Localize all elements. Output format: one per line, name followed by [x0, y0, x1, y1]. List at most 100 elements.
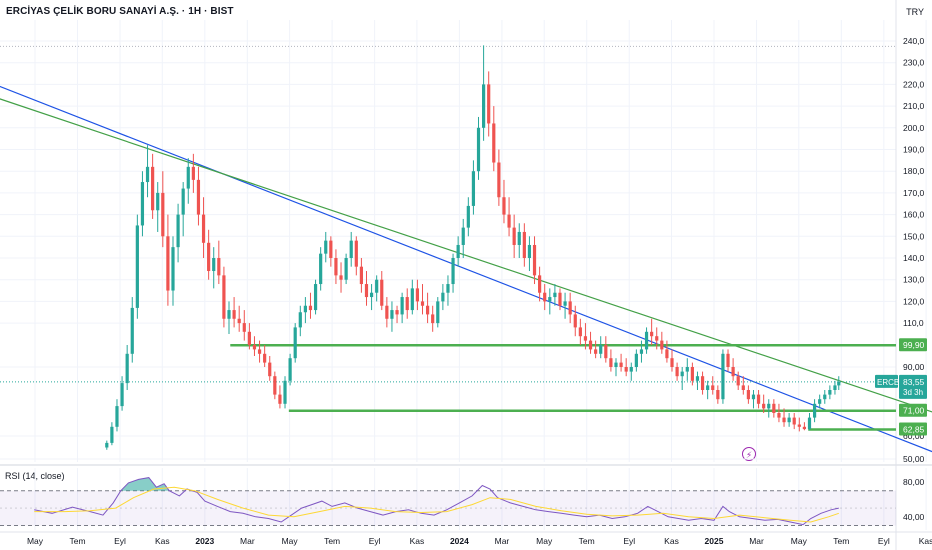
- countdown-text: 3d 3h: [903, 388, 923, 397]
- candle-body: [329, 240, 333, 258]
- lightning-icon[interactable]: ⚡: [742, 447, 756, 461]
- candle-body: [573, 314, 577, 328]
- y-tick-label: 170,0: [903, 188, 925, 198]
- x-tick-label: Mar: [240, 536, 255, 546]
- candle-body: [237, 318, 241, 324]
- candle-body: [344, 258, 348, 280]
- x-tick-label: 2023: [195, 536, 214, 546]
- x-tick-label: Eyl: [369, 536, 381, 546]
- candle-body: [242, 323, 246, 332]
- candle-body: [497, 162, 501, 198]
- candle-body: [751, 394, 756, 400]
- candle-body: [512, 227, 516, 245]
- symbol-label-text: ERCB: [877, 378, 899, 387]
- candle-body: [105, 442, 109, 448]
- candle-body: [420, 301, 425, 306]
- candle-body: [461, 227, 465, 245]
- support-lines[interactable]: [0, 343, 896, 431]
- price-label-box: [899, 338, 927, 352]
- candle-body: [334, 258, 338, 276]
- symbol-label-box: [875, 374, 898, 388]
- y-tick-label: 120,0: [903, 296, 925, 306]
- candle-body: [247, 331, 251, 345]
- y-tick-label: 110,0: [903, 318, 924, 328]
- candle-body: [624, 367, 628, 372]
- candle-body: [777, 413, 781, 418]
- candle-body: [731, 367, 735, 377]
- candle-body: [369, 292, 374, 298]
- candle-body: [655, 336, 659, 341]
- candle-body: [446, 284, 450, 293]
- candle-body: [456, 244, 460, 258]
- candle-body: [232, 310, 236, 319]
- y-tick-label: 200,0: [903, 123, 925, 133]
- candle-body: [532, 244, 537, 276]
- candle-body: [298, 312, 302, 328]
- x-tick-label: May: [27, 536, 44, 546]
- y-tick-label: 240,0: [903, 36, 925, 46]
- x-tick-label: May: [536, 536, 553, 546]
- x-tick-label: Eyl: [623, 536, 635, 546]
- candle-body: [807, 417, 812, 430]
- candle-body: [716, 390, 720, 400]
- candle-body: [634, 353, 638, 367]
- candle-body: [130, 307, 134, 354]
- candle-body: [166, 236, 170, 291]
- candle-body: [425, 305, 430, 315]
- last-price-text: 83,55: [903, 377, 925, 387]
- candle-body: [319, 253, 323, 285]
- candle-body: [660, 340, 664, 350]
- rsi-y-tick-label: 80,00: [903, 477, 925, 487]
- candle-body: [767, 403, 771, 409]
- candle-body: [619, 362, 623, 367]
- y-tick-label: 160,0: [903, 210, 925, 220]
- candles: [105, 45, 841, 450]
- price-label-text: 62,85: [903, 424, 925, 434]
- candle-body: [145, 166, 150, 183]
- candle-body: [303, 305, 307, 313]
- candle-body: [151, 166, 155, 211]
- candle-body: [349, 240, 353, 258]
- rsi-pane: [0, 477, 896, 526]
- candle-body: [502, 197, 506, 215]
- candle-body: [543, 292, 547, 302]
- x-tick-label: Mar: [495, 536, 510, 546]
- candle-body: [818, 399, 822, 404]
- candle-body: [650, 331, 654, 337]
- trendlines[interactable]: [0, 67, 932, 466]
- candle-body: [415, 288, 420, 302]
- candle-body: [431, 314, 435, 324]
- x-tick-label: 2024: [450, 536, 469, 546]
- currency-selector[interactable]: TRY: [906, 7, 924, 17]
- chart-title: ERCİYAS ÇELİK BORU SANAYİ A.Ş. · 1H · BI…: [6, 6, 234, 17]
- candle-body: [787, 417, 791, 423]
- candle-body: [359, 266, 363, 285]
- x-tick-label: May: [282, 536, 299, 546]
- candle-body: [110, 426, 114, 443]
- candle-body: [670, 358, 674, 367]
- candle-body: [217, 258, 221, 276]
- y-tick-label: 140,0: [903, 253, 925, 263]
- candle-body: [471, 171, 476, 206]
- last-price-box: [899, 374, 927, 399]
- x-tick-label: Eyl: [114, 536, 126, 546]
- candle-body: [263, 353, 267, 363]
- candle-body: [756, 394, 761, 404]
- candle-body: [278, 394, 282, 404]
- candle-body: [436, 301, 440, 324]
- price-label-box: [899, 403, 927, 417]
- x-tick-label: May: [791, 536, 808, 546]
- candle-body: [772, 403, 776, 413]
- y-tick-label: 150,0: [903, 231, 925, 241]
- rsi-ma-line: [34, 486, 839, 523]
- y-tick-label: 210,0: [903, 101, 925, 111]
- candle-body: [837, 381, 841, 386]
- price-label-text: 71,00: [903, 406, 925, 416]
- candle-body: [400, 297, 404, 315]
- candle-body: [538, 275, 542, 293]
- x-tick-label: Tem: [579, 536, 595, 546]
- candle-body: [706, 385, 710, 390]
- candle-body: [588, 340, 593, 350]
